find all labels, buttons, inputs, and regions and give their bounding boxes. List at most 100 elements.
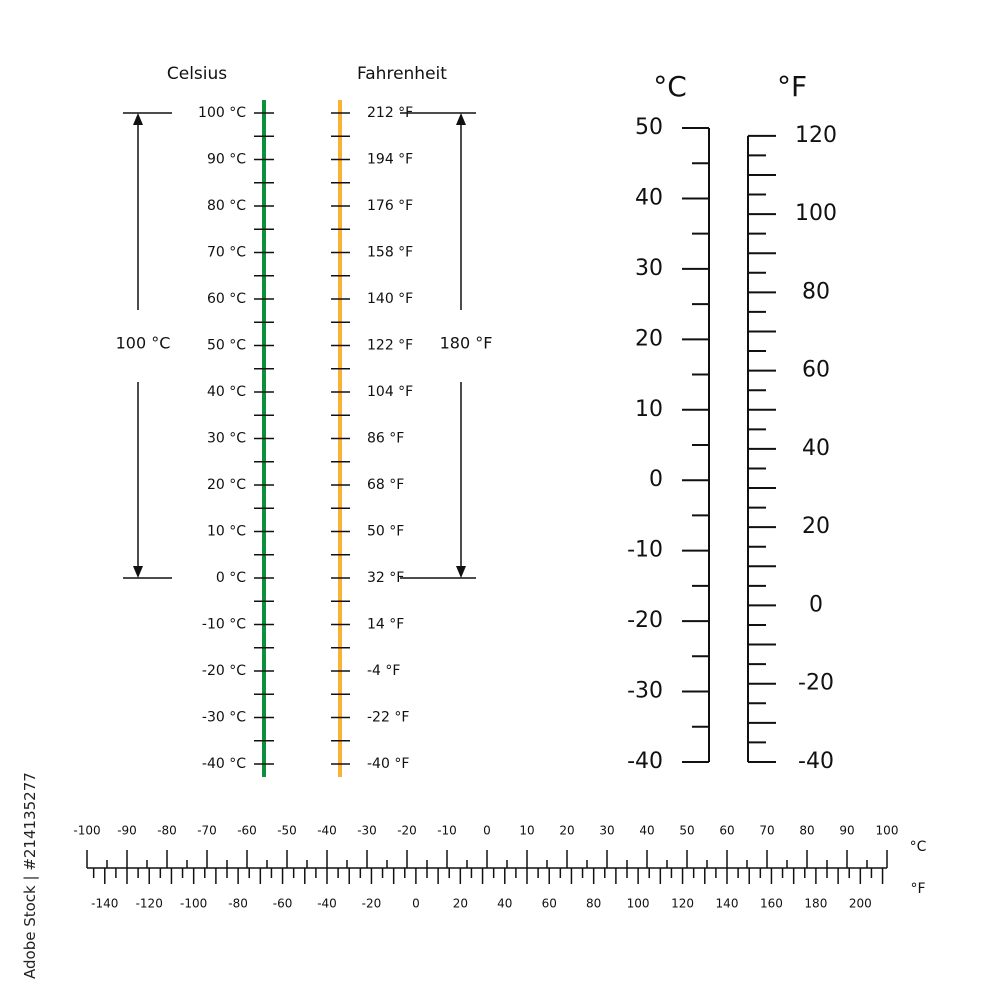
thermo-celsius-label: 10 bbox=[635, 397, 663, 422]
thermo-celsius-label: -30 bbox=[627, 679, 663, 704]
ruler-fahrenheit-label: -100 bbox=[180, 897, 207, 911]
thermo-fahrenheit-label: 120 bbox=[795, 123, 837, 148]
ruler-fahrenheit-unit: °F bbox=[910, 881, 925, 897]
fahrenheit-label: 212 °F bbox=[367, 105, 413, 121]
celsius-label: 100 °C bbox=[198, 105, 246, 121]
ruler-celsius-label: 10 bbox=[519, 824, 534, 838]
fahrenheit-label: 86 °F bbox=[367, 431, 404, 447]
ruler-fahrenheit-label: -60 bbox=[273, 897, 293, 911]
fahrenheit-title: Fahrenheit bbox=[357, 64, 447, 84]
ruler-celsius-label: 20 bbox=[559, 824, 574, 838]
fahrenheit-label: -22 °F bbox=[367, 710, 409, 726]
celsius-label: 90 °C bbox=[207, 152, 246, 168]
ruler-celsius-label: -90 bbox=[117, 824, 137, 838]
ruler-celsius-label: 90 bbox=[839, 824, 854, 838]
ruler-celsius-label: -100 bbox=[73, 824, 100, 838]
fahrenheit-label: 140 °F bbox=[367, 291, 413, 307]
celsius-label: 80 °C bbox=[207, 198, 246, 214]
ruler-fahrenheit-label: -140 bbox=[91, 897, 118, 911]
fahrenheit-range-label: 180 °F bbox=[440, 334, 493, 353]
celsius-label: -10 °C bbox=[202, 617, 246, 633]
fahrenheit-label: 32 °F bbox=[367, 570, 404, 586]
celsius-label: 0 °C bbox=[216, 570, 246, 586]
ruler-fahrenheit-label: 80 bbox=[586, 897, 601, 911]
ruler-fahrenheit-label: 60 bbox=[542, 897, 557, 911]
ruler-fahrenheit-label: -120 bbox=[136, 897, 163, 911]
ruler-fahrenheit-label: 180 bbox=[804, 897, 827, 911]
fahrenheit-label: 122 °F bbox=[367, 338, 413, 354]
celsius-range-arrowhead-down bbox=[133, 566, 143, 578]
ruler-celsius-label: -70 bbox=[197, 824, 217, 838]
thermo-fahrenheit-label: -20 bbox=[798, 671, 834, 696]
thermo-celsius-label: 20 bbox=[635, 326, 663, 351]
ruler-celsius-label: 30 bbox=[599, 824, 614, 838]
thermo-fahrenheit-label: 100 bbox=[795, 201, 837, 226]
celsius-unit: °C bbox=[653, 70, 687, 103]
ruler-celsius-unit: °C bbox=[910, 839, 927, 855]
fahrenheit-label: 194 °F bbox=[367, 152, 413, 168]
thermo-fahrenheit-label: 80 bbox=[802, 279, 830, 304]
ruler-fahrenheit-label: 140 bbox=[716, 897, 739, 911]
fahrenheit-label: -40 °F bbox=[367, 756, 409, 772]
celsius-label: -40 °C bbox=[202, 756, 246, 772]
ruler-celsius-label: -20 bbox=[397, 824, 417, 838]
celsius-label: 40 °C bbox=[207, 384, 246, 400]
ruler-celsius-label: 80 bbox=[799, 824, 814, 838]
thermo-fahrenheit-label: -40 bbox=[798, 749, 834, 774]
thermo-fahrenheit-label: 40 bbox=[802, 436, 830, 461]
fahrenheit-range-arrowhead-down bbox=[456, 566, 466, 578]
fahrenheit-label: -4 °F bbox=[367, 663, 400, 679]
ruler-fahrenheit-label: 100 bbox=[627, 897, 650, 911]
fahrenheit-unit: °F bbox=[777, 70, 807, 103]
thermo-celsius-label: -40 bbox=[627, 749, 663, 774]
thermo-celsius-label: 0 bbox=[649, 467, 663, 492]
thermo-celsius-label: 40 bbox=[635, 185, 663, 210]
ruler-celsius-label: 70 bbox=[759, 824, 774, 838]
celsius-label: -30 °C bbox=[202, 710, 246, 726]
thermo-celsius-label: 30 bbox=[635, 256, 663, 281]
ruler-celsius-label: -10 bbox=[437, 824, 457, 838]
ruler-celsius-label: 40 bbox=[639, 824, 654, 838]
thermo-fahrenheit-label: 0 bbox=[809, 592, 823, 617]
celsius-label: 20 °C bbox=[207, 477, 246, 493]
celsius-label: -20 °C bbox=[202, 663, 246, 679]
celsius-label: 60 °C bbox=[207, 291, 246, 307]
ruler-fahrenheit-label: 40 bbox=[497, 897, 512, 911]
celsius-label: 70 °C bbox=[207, 245, 246, 261]
fahrenheit-range-arrowhead-up bbox=[456, 113, 466, 125]
celsius-label: 10 °C bbox=[207, 524, 246, 540]
ruler-fahrenheit-label: 20 bbox=[453, 897, 468, 911]
thermo-fahrenheit-label: 20 bbox=[802, 514, 830, 539]
fahrenheit-label: 104 °F bbox=[367, 384, 413, 400]
ruler-fahrenheit-label: 120 bbox=[671, 897, 694, 911]
ruler-fahrenheit-label: -40 bbox=[317, 897, 337, 911]
fahrenheit-label: 14 °F bbox=[367, 617, 404, 633]
ruler-celsius-label: 100 bbox=[876, 824, 899, 838]
fahrenheit-label: 158 °F bbox=[367, 245, 413, 261]
fahrenheit-label: 50 °F bbox=[367, 524, 404, 540]
ruler-celsius-label: 60 bbox=[719, 824, 734, 838]
ruler-fahrenheit-label: 200 bbox=[849, 897, 872, 911]
celsius-range-label: 100 °C bbox=[116, 334, 171, 353]
ruler-celsius-label: -40 bbox=[317, 824, 337, 838]
ruler-fahrenheit-label: 160 bbox=[760, 897, 783, 911]
celsius-label: 50 °C bbox=[207, 338, 246, 354]
celsius-label: 30 °C bbox=[207, 431, 246, 447]
ruler-fahrenheit-label: -80 bbox=[228, 897, 248, 911]
thermo-celsius-label: -10 bbox=[627, 538, 663, 563]
ruler-celsius-label: -50 bbox=[277, 824, 297, 838]
ruler-celsius-label: 50 bbox=[679, 824, 694, 838]
ruler-celsius-label: -30 bbox=[357, 824, 377, 838]
ruler-fahrenheit-label: -20 bbox=[362, 897, 382, 911]
fahrenheit-label: 176 °F bbox=[367, 198, 413, 214]
thermo-fahrenheit-label: 60 bbox=[802, 358, 830, 383]
fahrenheit-label: 68 °F bbox=[367, 477, 404, 493]
ruler-celsius-label: 0 bbox=[483, 824, 491, 838]
ruler-celsius-label: -80 bbox=[157, 824, 177, 838]
thermo-celsius-label: -20 bbox=[627, 608, 663, 633]
ruler-celsius-label: -60 bbox=[237, 824, 257, 838]
celsius-title: Celsius bbox=[167, 64, 227, 84]
thermo-celsius-label: 50 bbox=[635, 115, 663, 140]
celsius-range-arrowhead-up bbox=[133, 113, 143, 125]
